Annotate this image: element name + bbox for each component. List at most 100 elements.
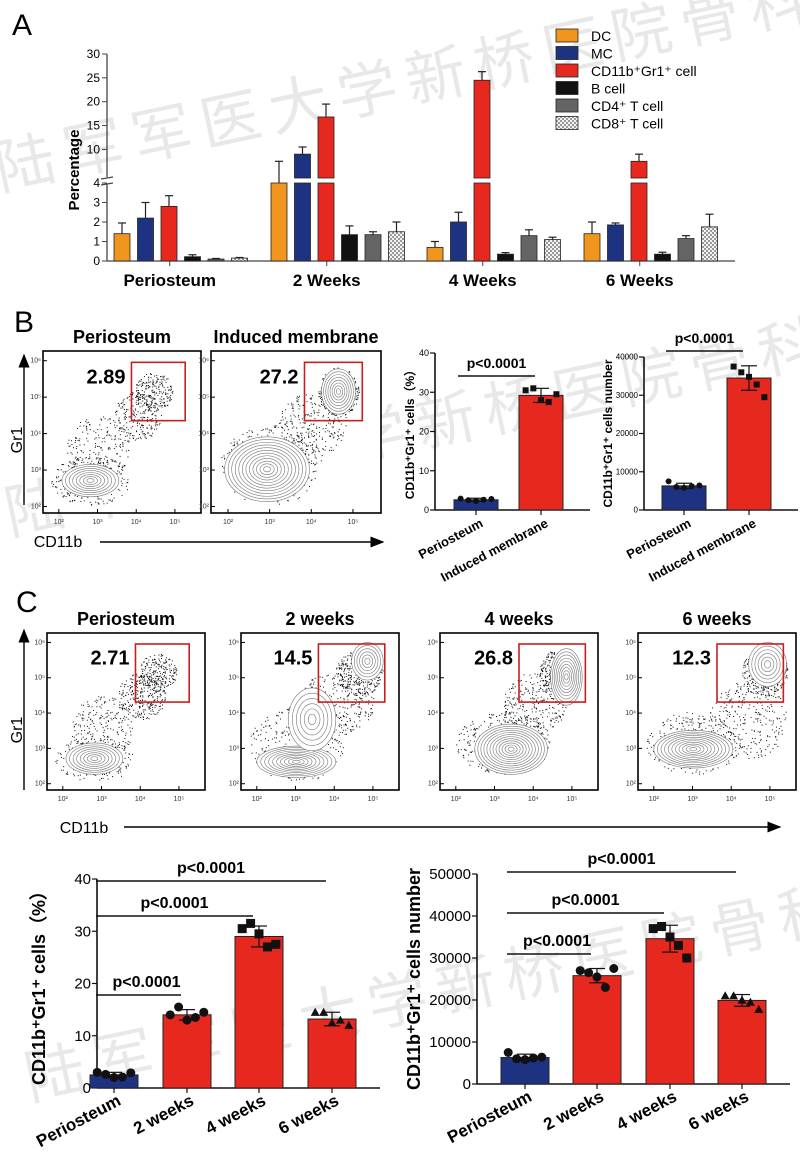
event-dot — [150, 676, 152, 678]
event-dot — [155, 418, 157, 420]
event-dot — [125, 695, 127, 697]
event-dot — [366, 686, 368, 688]
event-dot — [124, 404, 126, 406]
event-dot — [358, 690, 360, 692]
event-dot — [91, 736, 93, 738]
event-dot — [169, 672, 171, 674]
event-dot — [162, 680, 164, 682]
event-dot — [149, 708, 151, 710]
event-dot — [510, 713, 512, 715]
event-dot — [143, 675, 145, 677]
contour-line — [323, 371, 354, 412]
event-dot — [146, 717, 148, 719]
event-dot — [174, 679, 176, 681]
event-dot — [88, 716, 90, 718]
event-dot — [119, 462, 121, 464]
event-dot — [103, 702, 105, 704]
event-dot — [547, 685, 549, 687]
event-dot — [136, 396, 138, 398]
x-tick-label: 10² — [252, 796, 263, 803]
y-axis-title: CD11b⁺Gr1⁺ cells（%） — [402, 364, 417, 499]
event-dot — [537, 727, 539, 729]
event-dot — [353, 703, 355, 705]
event-dot — [145, 409, 147, 411]
event-dot — [105, 726, 107, 728]
event-dot — [97, 457, 99, 459]
event-dot — [132, 674, 134, 676]
y-tick-label: 15 — [87, 119, 101, 133]
event-dot — [144, 412, 146, 414]
event-dot — [163, 375, 165, 377]
event-dot — [57, 752, 59, 754]
event-dot — [352, 726, 354, 728]
event-dot — [370, 711, 372, 713]
event-dot — [148, 696, 150, 698]
event-dot — [161, 393, 163, 395]
event-dot — [311, 397, 313, 399]
event-dot — [139, 398, 141, 400]
event-dot — [378, 683, 380, 685]
event-dot — [353, 721, 355, 723]
event-dot — [165, 662, 167, 664]
event-dot — [341, 663, 343, 665]
event-dot — [101, 724, 103, 726]
event-dot — [164, 401, 166, 403]
event-dot — [361, 688, 363, 690]
event-dot — [546, 670, 548, 672]
event-dot — [158, 385, 160, 387]
event-dot — [746, 748, 748, 750]
event-dot — [547, 655, 549, 657]
event-dot — [364, 711, 366, 713]
event-dot — [115, 443, 117, 445]
event-dot — [107, 738, 109, 740]
event-dot — [547, 716, 549, 718]
event-dot — [368, 715, 370, 717]
event-dot — [101, 447, 103, 449]
event-dot — [222, 465, 224, 467]
event-dot — [522, 703, 524, 705]
event-dot — [100, 697, 102, 699]
event-dot — [136, 414, 138, 416]
event-dot — [117, 732, 119, 734]
event-dot — [368, 713, 370, 715]
event-dot — [513, 703, 515, 705]
event-dot — [152, 659, 154, 661]
event-dot — [126, 709, 128, 711]
event-dot — [120, 407, 122, 409]
event-dot — [110, 467, 112, 469]
event-dot — [169, 670, 171, 672]
contour-line — [364, 657, 371, 665]
event-dot — [307, 414, 309, 416]
event-dot — [373, 698, 375, 700]
event-dot — [155, 684, 157, 686]
event-dot — [95, 699, 97, 701]
event-dot — [121, 477, 123, 479]
data-point — [522, 387, 529, 394]
event-dot — [342, 715, 344, 717]
event-dot — [319, 395, 321, 397]
event-dot — [369, 683, 371, 685]
event-dot — [119, 693, 121, 695]
event-dot — [481, 767, 483, 769]
event-dot — [356, 388, 358, 390]
event-dot — [121, 729, 123, 731]
event-dot — [525, 688, 527, 690]
event-dot — [101, 704, 103, 706]
event-dot — [306, 445, 308, 447]
event-dot — [310, 684, 312, 686]
event-dot — [120, 775, 122, 777]
event-dot — [305, 443, 307, 445]
event-dot — [159, 390, 161, 392]
event-dot — [143, 417, 145, 419]
x-tick-label: 10³ — [290, 796, 301, 803]
event-dot — [146, 704, 148, 706]
event-dot — [281, 426, 283, 428]
event-dot — [533, 706, 535, 708]
event-dot — [264, 720, 266, 722]
event-dot — [524, 710, 526, 712]
event-dot — [90, 739, 92, 741]
event-dot — [88, 458, 90, 460]
event-dot — [148, 385, 150, 387]
event-dot — [234, 491, 236, 493]
event-dot — [98, 503, 100, 505]
